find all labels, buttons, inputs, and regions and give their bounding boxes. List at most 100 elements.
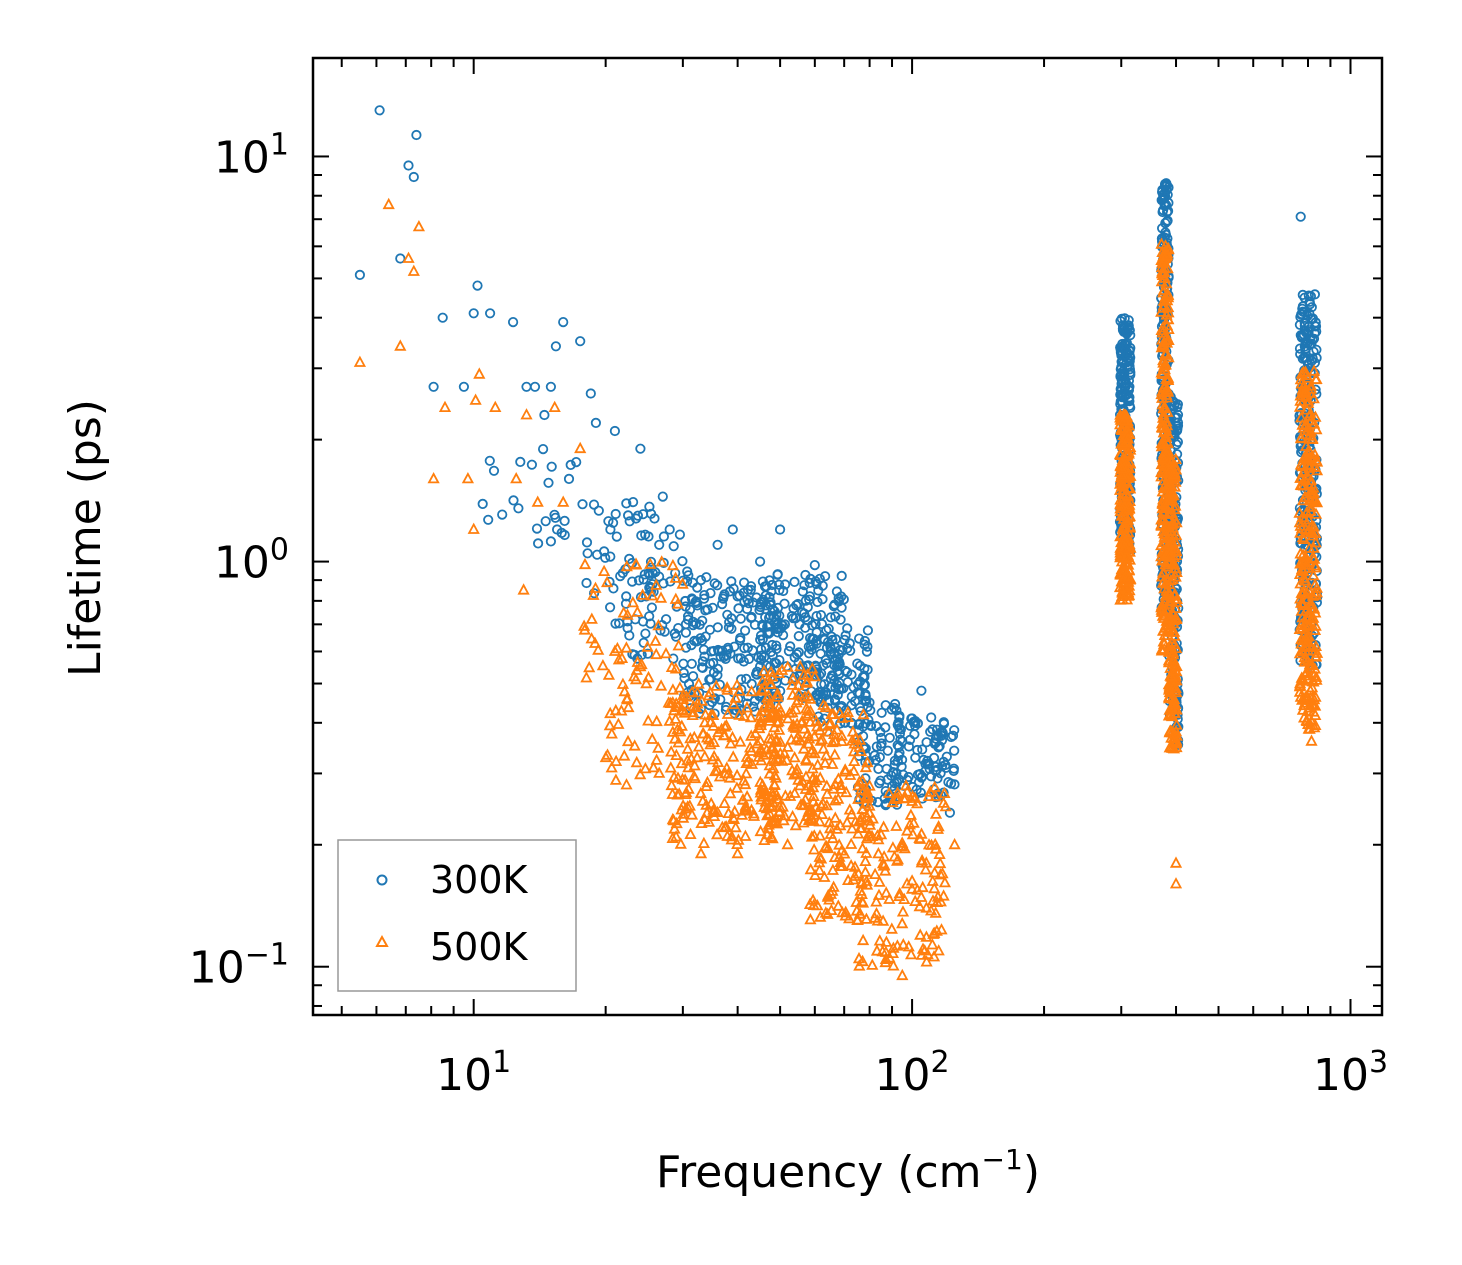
data-point-500K (629, 557, 643, 569)
data-point-500K (674, 725, 687, 737)
data-point-500K (1309, 639, 1323, 651)
data-point-500K (698, 715, 711, 728)
data-point-500K (827, 880, 840, 892)
data-point-300K (815, 648, 826, 659)
data-point-500K (1308, 644, 1322, 656)
data-point-300K (887, 766, 899, 778)
data-point-500K (630, 755, 643, 768)
data-point-500K (798, 690, 812, 702)
data-point-500K (1169, 452, 1182, 465)
data-point-500K (1158, 261, 1171, 273)
data-point-500K (847, 764, 860, 776)
data-point-300K (949, 745, 960, 756)
data-point-300K (859, 670, 870, 681)
data-point-500K (1155, 267, 1169, 279)
data-point-500K (827, 727, 841, 739)
data-point-500K (1301, 630, 1314, 642)
data-point-500K (826, 735, 839, 748)
data-point-300K (627, 576, 638, 587)
data-point-300K (819, 679, 830, 690)
data-point-500K (745, 729, 758, 741)
data-point-300K (680, 595, 691, 607)
data-point-500K (711, 755, 725, 767)
data-point-300K (581, 537, 593, 548)
data-point-500K (647, 761, 660, 773)
data-point-300K (1160, 218, 1171, 229)
data-point-300K (829, 694, 841, 705)
data-point-500K (1120, 557, 1133, 569)
data-point-500K (856, 841, 869, 854)
data-point-300K (483, 514, 494, 525)
data-point-300K (865, 719, 876, 731)
data-point-500K (1162, 371, 1175, 383)
data-point-500K (1168, 629, 1181, 641)
data-point-500K (817, 698, 830, 710)
data-point-500K (833, 706, 846, 718)
data-point-500K (1163, 478, 1176, 490)
data-point-500K (469, 393, 482, 405)
data-point-300K (712, 670, 723, 681)
data-point-500K (1156, 321, 1170, 333)
data-point-500K (612, 717, 625, 729)
data-point-500K (1293, 680, 1307, 692)
data-point-500K (1155, 513, 1168, 525)
data-point-300K (949, 779, 960, 790)
x-tick-exponent: 1 (492, 1045, 511, 1080)
data-point-500K (938, 786, 951, 798)
data-point-500K (727, 697, 740, 710)
data-point-500K (1301, 458, 1315, 470)
data-point-300K (936, 726, 947, 737)
data-point-500K (1167, 613, 1181, 625)
data-point-500K (802, 737, 815, 749)
data-point-300K (926, 712, 937, 723)
data-point-500K (840, 815, 854, 828)
data-point-300K (635, 443, 646, 454)
legend-marker-500K (375, 934, 389, 947)
data-point-300K (806, 620, 818, 631)
data-point-500K (834, 855, 847, 867)
data-point-300K (765, 597, 776, 608)
data-point-300K (772, 569, 783, 580)
data-point-500K (1297, 365, 1310, 377)
data-point-500K (839, 763, 852, 775)
data-point-500K (1305, 520, 1318, 532)
data-point-500K (808, 829, 821, 841)
data-point-500K (489, 400, 502, 413)
data-point-500K (853, 733, 867, 745)
data-point-500K (672, 736, 685, 748)
data-point-500K (868, 911, 881, 923)
data-point-500K (740, 790, 754, 802)
data-point-500K (789, 703, 802, 715)
y-tick-base: 10 (189, 943, 245, 994)
data-point-500K (676, 799, 690, 811)
x-tick-base: 10 (1313, 1050, 1369, 1101)
x-tick-label: 101 (436, 1045, 511, 1101)
data-point-500K (592, 643, 605, 655)
data-point-500K (1293, 400, 1307, 412)
data-point-500K (939, 800, 952, 812)
data-point-500K (828, 748, 841, 760)
data-point-300K (864, 697, 875, 708)
data-point-300K (1115, 345, 1126, 356)
data-point-300K (815, 609, 827, 621)
data-point-500K (627, 670, 641, 682)
data-point-300K (897, 736, 908, 747)
data-point-500K (754, 824, 767, 837)
data-point-300K (819, 571, 831, 582)
data-point-500K (891, 939, 904, 951)
data-point-300K (713, 646, 725, 657)
data-point-500K (807, 843, 821, 855)
data-point-300K (745, 581, 757, 592)
data-point-500K (900, 877, 914, 889)
data-point-300K (772, 619, 783, 630)
data-point-500K (873, 934, 886, 946)
data-point-500K (742, 754, 755, 767)
data-point-300K (760, 590, 771, 601)
data-point-300K (643, 531, 654, 542)
data-point-300K (559, 515, 570, 527)
data-point-500K (792, 687, 805, 699)
data-point-500K (740, 804, 753, 816)
data-point-500K (650, 753, 663, 765)
data-point-300K (1160, 179, 1171, 190)
x-tick-labels: 101 102 103 (436, 1045, 1388, 1101)
